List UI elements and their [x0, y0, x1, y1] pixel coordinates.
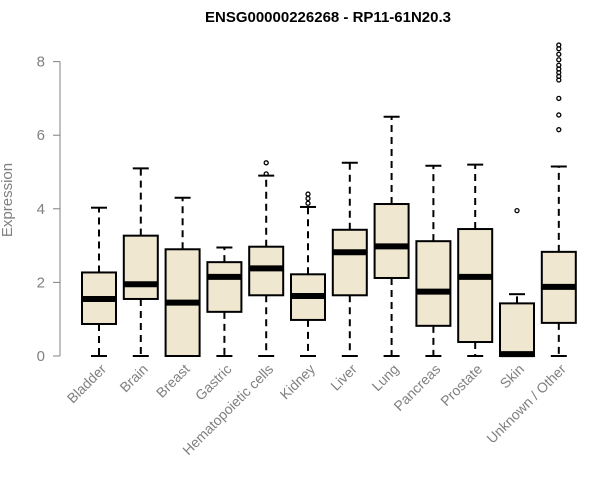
outlier-point: [556, 127, 562, 133]
box-kidney: [290, 191, 326, 357]
outlier-point: [514, 207, 520, 214]
box-iqr: [499, 302, 535, 358]
outlier-point: [556, 62, 562, 68]
x-tick-label: Lung: [368, 361, 401, 394]
y-tick-label: 0: [37, 348, 45, 365]
x-tick-label: Skin: [497, 361, 528, 392]
box-liver: [331, 161, 368, 357]
y-axis-label: Expression: [0, 163, 16, 237]
box-iqr: [331, 228, 368, 297]
x-tick-label: Prostate: [437, 361, 485, 409]
box-brain: [122, 167, 159, 357]
box-iqr: [457, 228, 494, 344]
x-tick-label: Liver: [327, 361, 360, 394]
outlier-point: [263, 171, 269, 177]
x-tick-label: Kidney: [277, 361, 319, 403]
outlier-point: [556, 42, 562, 48]
box-pancreas: [415, 164, 452, 357]
box-skin: [499, 207, 535, 358]
outlier-point: [556, 57, 562, 63]
box-breast: [164, 196, 201, 357]
box-prostate: [457, 163, 494, 357]
box-iqr: [122, 234, 159, 300]
y-tick-label: 2: [37, 274, 45, 291]
box-iqr: [415, 240, 452, 327]
y-tick-label: 8: [37, 54, 45, 71]
y-tick-label: 4: [37, 201, 45, 218]
box-iqr: [373, 203, 410, 279]
box-hematopoietic-cells: [248, 160, 285, 357]
outlier-point: [556, 51, 562, 57]
x-tick-label: Brain: [116, 361, 150, 395]
outlier-point: [305, 200, 311, 206]
outlier-point: [556, 95, 562, 102]
boxes-group: [81, 42, 577, 358]
box-gastric: [206, 246, 243, 357]
box-bladder: [81, 206, 117, 357]
y-axis: 0 2 4 6 8: [37, 54, 61, 365]
x-tick-label: Unknown / Other: [483, 361, 569, 447]
outlier-point: [305, 191, 311, 197]
x-tick-label: Breast: [153, 361, 193, 401]
outlier-point: [263, 160, 269, 166]
chart-title: ENSG00000226268 - RP11-61N20.3: [205, 9, 451, 26]
outlier-point: [305, 195, 311, 202]
box-lung: [373, 115, 410, 357]
box-iqr: [206, 261, 243, 313]
y-tick-label: 6: [37, 127, 45, 144]
box-unknown-other: [540, 42, 577, 357]
x-tick-label: Bladder: [64, 361, 110, 407]
outlier-point: [556, 112, 562, 118]
